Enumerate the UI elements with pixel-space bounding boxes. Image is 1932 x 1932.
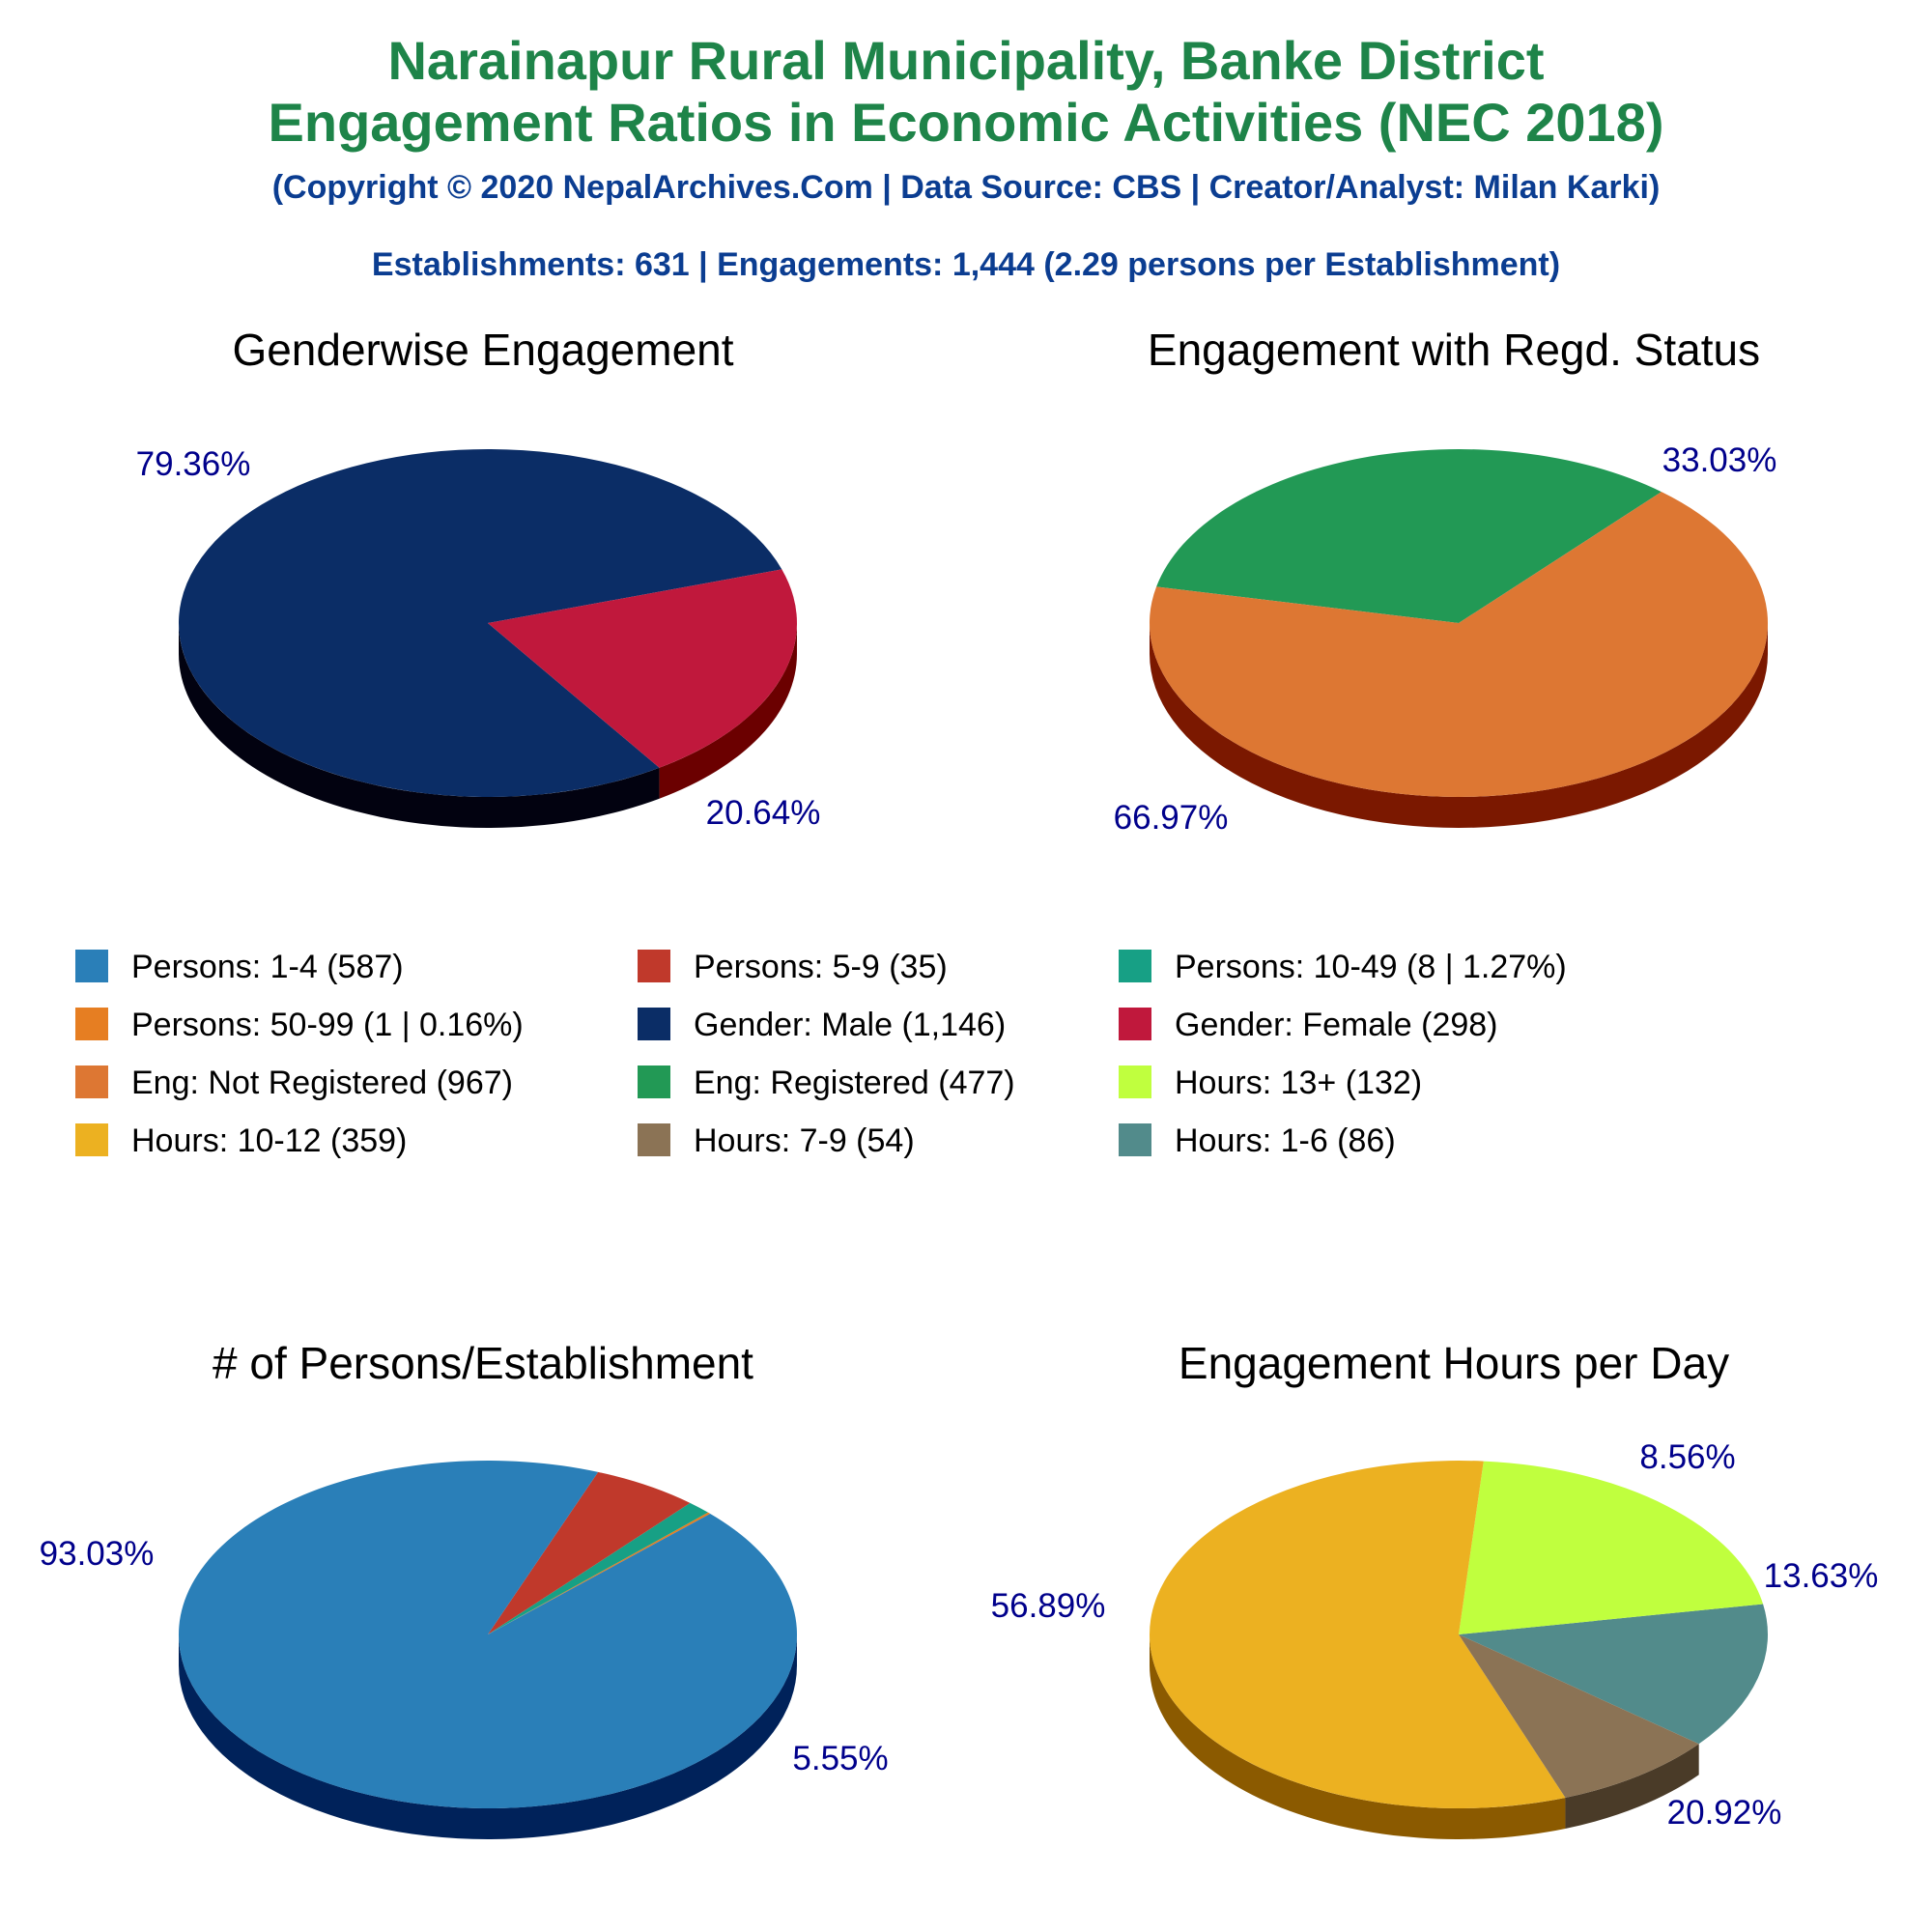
pie-chart-genderwise: Genderwise Engagement 79.36% 20.64%	[136, 325, 821, 832]
pie-slice-hours-7-9	[1459, 1634, 1699, 1798]
legend-item-hours-13-132: Hours: 13+ (132)	[1119, 1065, 1422, 1101]
pie-label-persons-1-4: 93.03%	[40, 1535, 155, 1573]
legend-swatch	[638, 950, 670, 982]
legend-item-gender-male-1-146: Gender: Male (1,146)	[638, 1007, 1006, 1043]
pie-label-hours-7-9: 8.56%	[1639, 1438, 1735, 1476]
legend-item-hours-7-9-54: Hours: 7-9 (54)	[638, 1122, 915, 1159]
legend: Persons: 1-4 (587) Persons: 5-9 (35) Perso…	[75, 949, 1567, 1159]
legend-swatch	[1119, 1123, 1151, 1156]
legend-label: Eng: Registered (477)	[694, 1065, 1015, 1101]
pie-slice-persons-5-9	[488, 1471, 691, 1634]
chart-title-persons: # of Persons/Establishment	[213, 1338, 753, 1388]
legend-swatch	[638, 1065, 670, 1098]
legend-item-eng-registered-477: Eng: Registered (477)	[638, 1065, 1015, 1101]
legend-item-hours-1-6-86: Hours: 1-6 (86)	[1119, 1122, 1396, 1159]
pie-side-layer	[1150, 623, 1768, 828]
chart-title-regd-status: Engagement with Regd. Status	[1148, 325, 1760, 375]
legend-swatch	[75, 1123, 108, 1156]
pie-slice-gender-male	[179, 449, 782, 798]
legend-swatch	[638, 1123, 670, 1156]
legend-item-persons-10-49-8-1-27: Persons: 10-49 (8 | 1.27%)	[1119, 949, 1567, 985]
legend-swatch	[75, 1008, 108, 1040]
pie-slice-persons-1-4	[179, 1461, 798, 1808]
pie-label-gender-male: 79.36%	[136, 445, 251, 483]
legend-item-persons-1-4-587: Persons: 1-4 (587)	[75, 949, 404, 985]
pie-label-persons-5-9: 5.55%	[792, 1740, 888, 1777]
legend-label: Persons: 50-99 (1 | 0.16%)	[131, 1007, 524, 1043]
legend-item-persons-5-9-35: Persons: 5-9 (35)	[638, 949, 948, 985]
legend-label: Gender: Female (298)	[1175, 1007, 1498, 1043]
pie-label-hours-13: 20.92%	[1667, 1794, 1782, 1832]
pie-label-hours-10-12: 56.89%	[991, 1587, 1106, 1625]
legend-swatch	[75, 1065, 108, 1098]
legend-swatch	[75, 950, 108, 982]
title-line-2: Engagement Ratios in Economic Activities…	[269, 92, 1664, 153]
copyright-line: (Copyright © 2020 NepalArchives.Com | Da…	[272, 169, 1661, 206]
pie-side-gender-male	[179, 623, 660, 828]
pie-chart-hours-per-day: Engagement Hours per Day 13.63% 20.92% 56.…	[991, 1338, 1879, 1839]
legend-label: Hours: 7-9 (54)	[694, 1122, 915, 1159]
legend-label: Gender: Male (1,146)	[694, 1007, 1006, 1043]
legend-label: Eng: Not Registered (967)	[131, 1065, 513, 1101]
pie-label-hours-1-6: 13.63%	[1764, 1557, 1879, 1595]
legend-label: Persons: 5-9 (35)	[694, 949, 948, 985]
pie-label-eng-registered: 33.03%	[1662, 441, 1777, 479]
chart-title-genderwise: Genderwise Engagement	[232, 325, 733, 375]
pie-side-gender-female	[659, 623, 797, 799]
pie-top-layer	[179, 1461, 798, 1808]
legend-label: Persons: 10-49 (8 | 1.27%)	[1175, 949, 1567, 985]
legend-swatch	[1119, 1008, 1151, 1040]
legend-item-gender-female-298: Gender: Female (298)	[1119, 1007, 1498, 1043]
pie-slice-hours-13	[1459, 1461, 1764, 1634]
pie-side-hours-7-9	[1565, 1744, 1699, 1829]
pie-chart-regd-status: Engagement with Regd. Status 33.03% 66.97…	[1114, 325, 1777, 837]
pie-side-persons-1-4	[179, 1634, 797, 1839]
legend-label: Hours: 13+ (132)	[1175, 1065, 1422, 1101]
legend-label: Hours: 1-6 (86)	[1175, 1122, 1396, 1159]
legend-item-eng-not-registered-967: Eng: Not Registered (967)	[75, 1065, 513, 1101]
legend-swatch	[1119, 950, 1151, 982]
legend-item-persons-50-99-1-0-16: Persons: 50-99 (1 | 0.16%)	[75, 1007, 524, 1043]
pie-top-layer	[179, 449, 797, 798]
pie-label-gender-female: 20.64%	[706, 794, 821, 832]
pie-side-layer	[179, 623, 797, 828]
title-line-1: Narainapur Rural Municipality, Banke Dis…	[387, 30, 1544, 91]
pie-slice-hours-10-12	[1149, 1461, 1566, 1809]
pie-slice-eng-registered	[1156, 449, 1662, 623]
chart-title-hours: Engagement Hours per Day	[1179, 1338, 1729, 1388]
legend-item-hours-10-12-359: Hours: 10-12 (359)	[75, 1122, 407, 1159]
pie-label-eng-not-registered: 66.97%	[1114, 799, 1229, 837]
pie-top-layer	[1149, 1461, 1769, 1809]
pie-chart-persons-per-establishment: # of Persons/Establishment 5.55% 93.03%	[40, 1338, 889, 1839]
legend-swatch	[638, 1008, 670, 1040]
pie-slice-persons-50-99	[488, 1512, 711, 1634]
pie-slice-eng-not-registered	[1149, 492, 1768, 797]
pie-slice-gender-female	[488, 569, 797, 768]
summary-line: Establishments: 631 | Engagements: 1,444…	[372, 246, 1560, 283]
pie-top-layer	[1149, 449, 1768, 797]
legend-label: Persons: 1-4 (587)	[131, 949, 404, 985]
pie-slice-persons-10-49	[488, 1502, 708, 1634]
legend-swatch	[1119, 1065, 1151, 1098]
pie-side-eng-not-registered	[1150, 623, 1768, 828]
legend-label: Hours: 10-12 (359)	[131, 1122, 407, 1159]
pie-slice-hours-1-6	[1459, 1604, 1769, 1745]
pie-side-hours-10-12	[1150, 1634, 1566, 1839]
pie-side-layer	[179, 1634, 797, 1839]
pie-side-layer	[1150, 1634, 1699, 1839]
